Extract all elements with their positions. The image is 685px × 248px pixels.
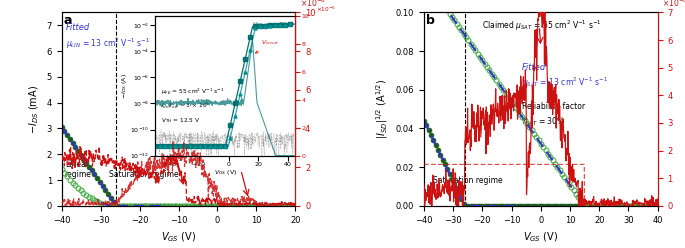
X-axis label: $V_{GS}$ (V): $V_{GS}$ (V) bbox=[523, 230, 558, 244]
Text: $\mu_{SAT}$ = 13 cm$^2$ V$^{-1}$ s$^{-1}$: $\mu_{SAT}$ = 13 cm$^2$ V$^{-1}$ s$^{-1}… bbox=[522, 75, 608, 90]
Text: Fitted: Fitted bbox=[522, 63, 547, 72]
Text: Saturation regime: Saturation regime bbox=[433, 176, 503, 185]
Text: b: b bbox=[426, 14, 435, 27]
Text: Linear
regime: Linear regime bbox=[64, 160, 90, 180]
Text: Claimed $\mu_{SAT}$ = 55 cm$^2$ V$^{-1}$ s$^{-1}$: Claimed $\mu_{SAT}$ = 55 cm$^2$ V$^{-1}$… bbox=[482, 18, 601, 32]
Text: Fitted: Fitted bbox=[66, 23, 90, 32]
Y-axis label: $-I_{DS}$ (mA): $-I_{DS}$ (mA) bbox=[27, 85, 41, 134]
Text: $\mu_{LIN}$ = 13 cm$^2$ V$^{-1}$ s$^{-1}$: $\mu_{LIN}$ = 13 cm$^2$ V$^{-1}$ s$^{-1}… bbox=[66, 37, 150, 51]
Text: Saturation regime: Saturation regime bbox=[109, 170, 178, 180]
X-axis label: $V_{GS}$ (V): $V_{GS}$ (V) bbox=[161, 230, 196, 244]
Text: Reliability factor: Reliability factor bbox=[522, 102, 585, 111]
Text: $r_{SAT}$ = 30%: $r_{SAT}$ = 30% bbox=[522, 116, 565, 128]
Text: a: a bbox=[64, 14, 73, 27]
Y-axis label: $|I_{SD}|^{1/2}$ (A$^{1/2}$): $|I_{SD}|^{1/2}$ (A$^{1/2}$) bbox=[374, 79, 390, 139]
Text: $\times10^{-8}$: $\times10^{-8}$ bbox=[662, 0, 685, 8]
Text: $\times10^{-6}$: $\times10^{-6}$ bbox=[300, 0, 326, 8]
